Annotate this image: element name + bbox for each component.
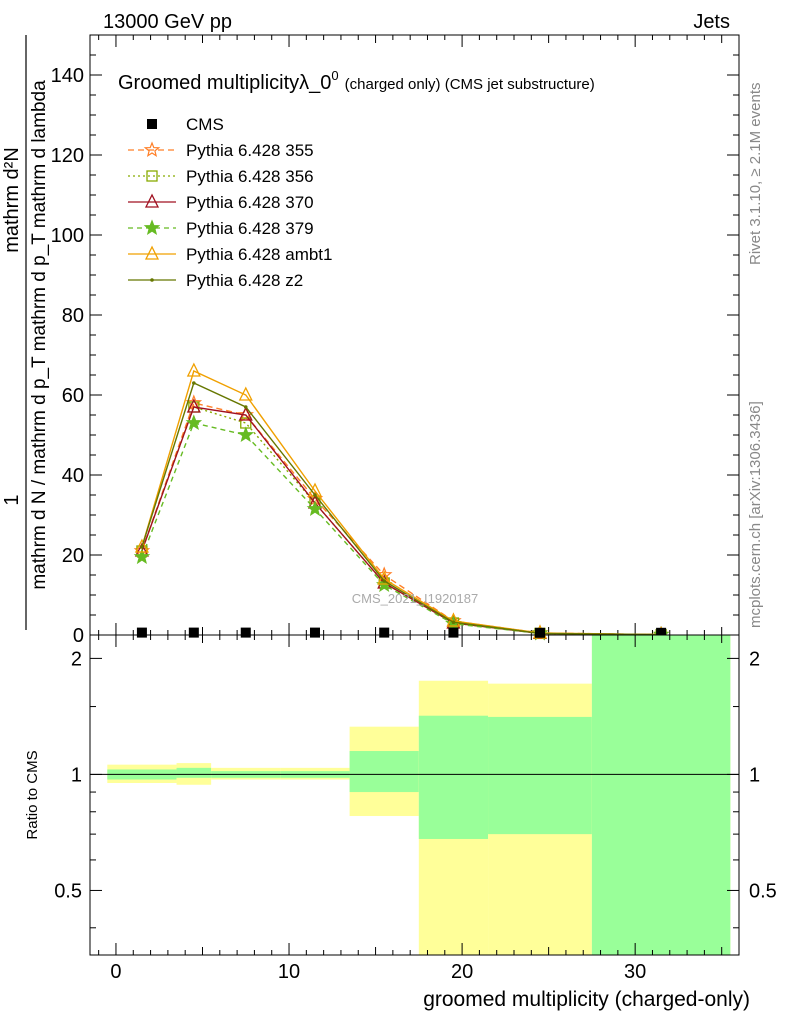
ratio-stat-band — [176, 767, 212, 778]
legend-label: Pythia 6.428 ambt1 — [186, 245, 332, 264]
y-label-top: 1 — [1, 494, 23, 505]
legend-marker — [144, 193, 160, 208]
cms-data-point — [240, 627, 251, 638]
cms-data-group — [136, 627, 667, 638]
y-tick-label: 120 — [51, 145, 84, 167]
ratio-stat-band — [591, 635, 731, 955]
x-tick-label: 30 — [624, 961, 646, 983]
legend-item: Pythia 6.428 z2 — [128, 271, 303, 290]
ratio-axes: 0.5 0.51 12 20 10 20 30 — [54, 635, 777, 983]
series-point — [243, 405, 248, 409]
y-tick-label: 140 — [51, 65, 84, 87]
series-point — [134, 538, 149, 553]
y-tick-label: 60 — [62, 385, 84, 407]
ratio-y-tick-label-right: 1 — [749, 764, 760, 786]
plot-title: Groomed multiplicityλ_00 (charged only) (… — [118, 68, 595, 94]
ratio-panel: 0.5 0.51 12 20 10 20 30 Ratio to CMS groomed m… — [24, 634, 777, 1011]
legend-item: Pythia 6.428 ambt1 — [128, 245, 332, 264]
legend-item: CMS — [147, 115, 224, 134]
legend-label: Pythia 6.428 356 — [186, 167, 314, 186]
series-point — [133, 548, 151, 565]
cms-data-point — [656, 627, 667, 638]
plot-title-main: Groomed multiplicityλ_0 — [118, 72, 331, 94]
legend-label: CMS — [186, 115, 224, 134]
cms-data-point — [534, 627, 545, 638]
cms-data-point — [136, 627, 147, 638]
plot-title-suffix: (charged only) (CMS jet substructure) — [345, 76, 595, 93]
legend-marker — [144, 245, 160, 260]
series-point — [186, 362, 201, 377]
series-point — [186, 398, 201, 413]
legend-item: Pythia 6.428 379 — [128, 219, 314, 238]
legend-marker — [143, 141, 161, 158]
series-point — [238, 406, 253, 421]
x-tick-label: 0 — [110, 961, 121, 983]
y-tick-label: 80 — [62, 305, 84, 327]
ratio-stat-band — [418, 715, 489, 839]
main-panel: 0 20 40 60 80 100 120 140 CMS_2021_I1920187 Gro… — [1, 34, 740, 647]
legend-item: Pythia 6.428 370 — [128, 193, 314, 212]
series-point — [192, 381, 196, 385]
plot-title-sup: 0 — [331, 68, 338, 83]
series-point — [237, 426, 255, 443]
legend: CMS Pythia 6.428 355 Pythia 6.428 356 Pythi… — [128, 115, 332, 290]
cms-data-point — [379, 627, 390, 638]
ratio-bands-group — [107, 635, 731, 955]
legend-marker — [143, 219, 161, 236]
cms-data-point — [188, 627, 199, 638]
mcplots-label: mcplots.cern.ch [arXiv:1306.3436] — [747, 401, 764, 628]
ratio-stat-band — [349, 751, 419, 793]
ratio-y-tick-label-right: 0.5 — [749, 880, 777, 902]
y-tick-label: 0 — [73, 625, 84, 647]
series-line — [141, 382, 662, 636]
y-tick-label: 40 — [62, 465, 84, 487]
legend-item: Pythia 6.428 356 — [128, 167, 314, 186]
series-point — [313, 493, 317, 497]
series-point — [382, 579, 387, 583]
legend-item: Pythia 6.428 355 — [128, 141, 314, 160]
legend-label: Pythia 6.428 z2 — [186, 271, 303, 290]
series-5 — [140, 381, 663, 637]
cms-data-point — [309, 627, 320, 638]
ratio-y-tick-label: 0.5 — [54, 880, 82, 902]
main-y-axis: 0 20 40 60 80 100 120 140 — [51, 34, 739, 647]
ratio-y-label: Ratio to CMS — [24, 750, 41, 839]
series-point — [451, 620, 456, 624]
ratio-plot-frame — [89, 634, 740, 956]
legend-marker — [150, 278, 154, 282]
legend-label: Pythia 6.428 379 — [186, 219, 314, 238]
ratio-stat-band — [488, 716, 592, 835]
legend-label: Pythia 6.428 355 — [186, 141, 314, 160]
legend-marker — [147, 119, 157, 129]
y-label-denominator: mathrm d N / mathrm d p_T mathrm d p_T m… — [29, 80, 50, 590]
energy-label: 13000 GeV pp — [103, 11, 232, 33]
watermark: CMS_2021_I1920187 — [352, 591, 479, 606]
ratio-y-tick-label: 1 — [71, 764, 82, 786]
category-label: Jets — [693, 11, 730, 33]
y-label-numerator: mathrm d²N — [1, 147, 23, 253]
series-point — [238, 386, 253, 401]
ratio-y-tick-label-right: 2 — [749, 648, 760, 670]
y-tick-label: 20 — [62, 545, 84, 567]
y-tick-label: 100 — [51, 225, 84, 247]
legend-marker — [146, 170, 158, 182]
legend-label: Pythia 6.428 370 — [186, 193, 314, 212]
x-axis-label: groomed multiplicity (charged-only) — [423, 988, 750, 1011]
x-tick-label: 10 — [278, 961, 300, 983]
ratio-y-tick-label: 2 — [71, 648, 82, 670]
series-3 — [133, 414, 670, 642]
series-point — [306, 500, 324, 517]
rivet-version-label: Rivet 3.1.10, ≥ 2.1M events — [747, 83, 764, 266]
cms-data-point — [448, 627, 459, 638]
main-y-label: 1 mathrm d²N mathrm d N / mathrm d p_T m… — [1, 35, 50, 630]
x-tick-label: 20 — [451, 961, 473, 983]
series-point — [185, 414, 203, 431]
series-point — [140, 545, 144, 549]
